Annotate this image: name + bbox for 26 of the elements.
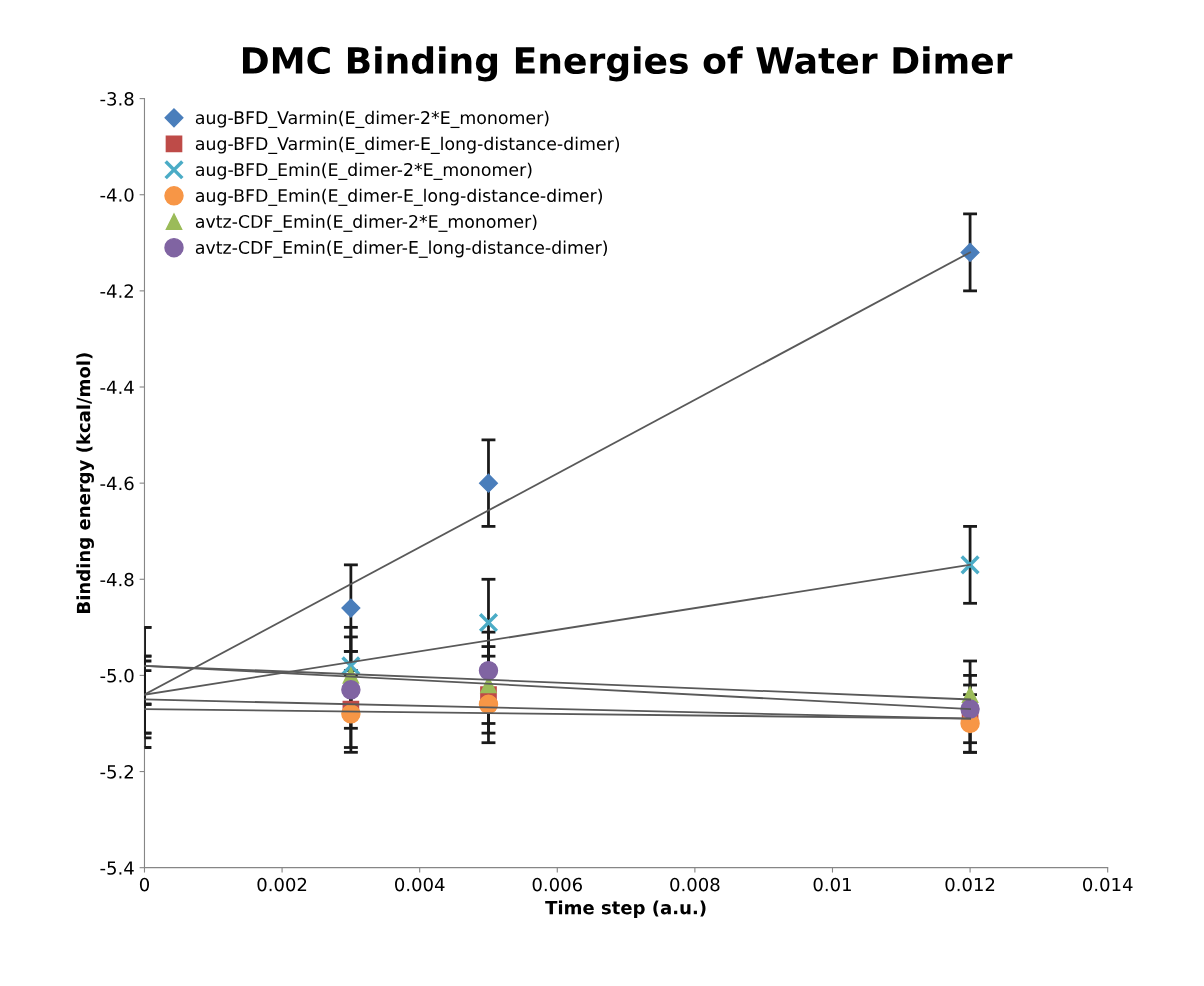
- x-tick-label: 0.004: [395, 877, 445, 892]
- x-tick-label: 0: [139, 877, 150, 892]
- y-tick-label: -4.0: [100, 188, 134, 202]
- x-tick-label: 0.014: [1083, 877, 1133, 892]
- y-tick-label: -4.2: [100, 284, 133, 298]
- y-axis-title: Binding energy (kcal/mol): [76, 353, 94, 613]
- x-tick-label: 0.002: [257, 877, 307, 892]
- x-tick-label: 0.012: [945, 877, 995, 892]
- x-axis-title: Time step (a.u.): [545, 900, 706, 918]
- chart-title: DMC Binding Energies of Water Dimer: [242, 46, 1013, 82]
- y-tick-label: -3.8: [100, 92, 134, 106]
- y-tick-label: -4.8: [100, 572, 134, 587]
- legend-label: avtz-CDF_Emin(E_dimer-E_long-distance-dimer): [195, 240, 608, 258]
- legend-label: avtz-CDF_Emin(E_dimer-2*E_monomer): [195, 214, 537, 232]
- legend-label: aug-BFD_Varmin(E_dimer-2*E_monomer): [195, 110, 549, 129]
- x-tick-label: 0.01: [813, 877, 851, 892]
- x-tick-label: 0.008: [670, 877, 720, 892]
- legend-label: aug-BFD_Emin(E_dimer-2*E_monomer): [195, 162, 532, 180]
- y-tick-label: -5.4: [100, 861, 134, 875]
- y-tick-label: -4.6: [100, 476, 134, 491]
- legend-label: aug-BFD_Emin(E_dimer-E_long-distance-dimer): [195, 188, 602, 206]
- y-tick-label: -5.0: [100, 668, 134, 683]
- y-tick-label: -5.2: [100, 765, 133, 779]
- x-tick-label: 0.006: [532, 877, 582, 892]
- y-tick-label: -4.4: [100, 380, 134, 394]
- legend-label: aug-BFD_Varmin(E_dimer-E_long-distance-dimer): [195, 136, 620, 154]
